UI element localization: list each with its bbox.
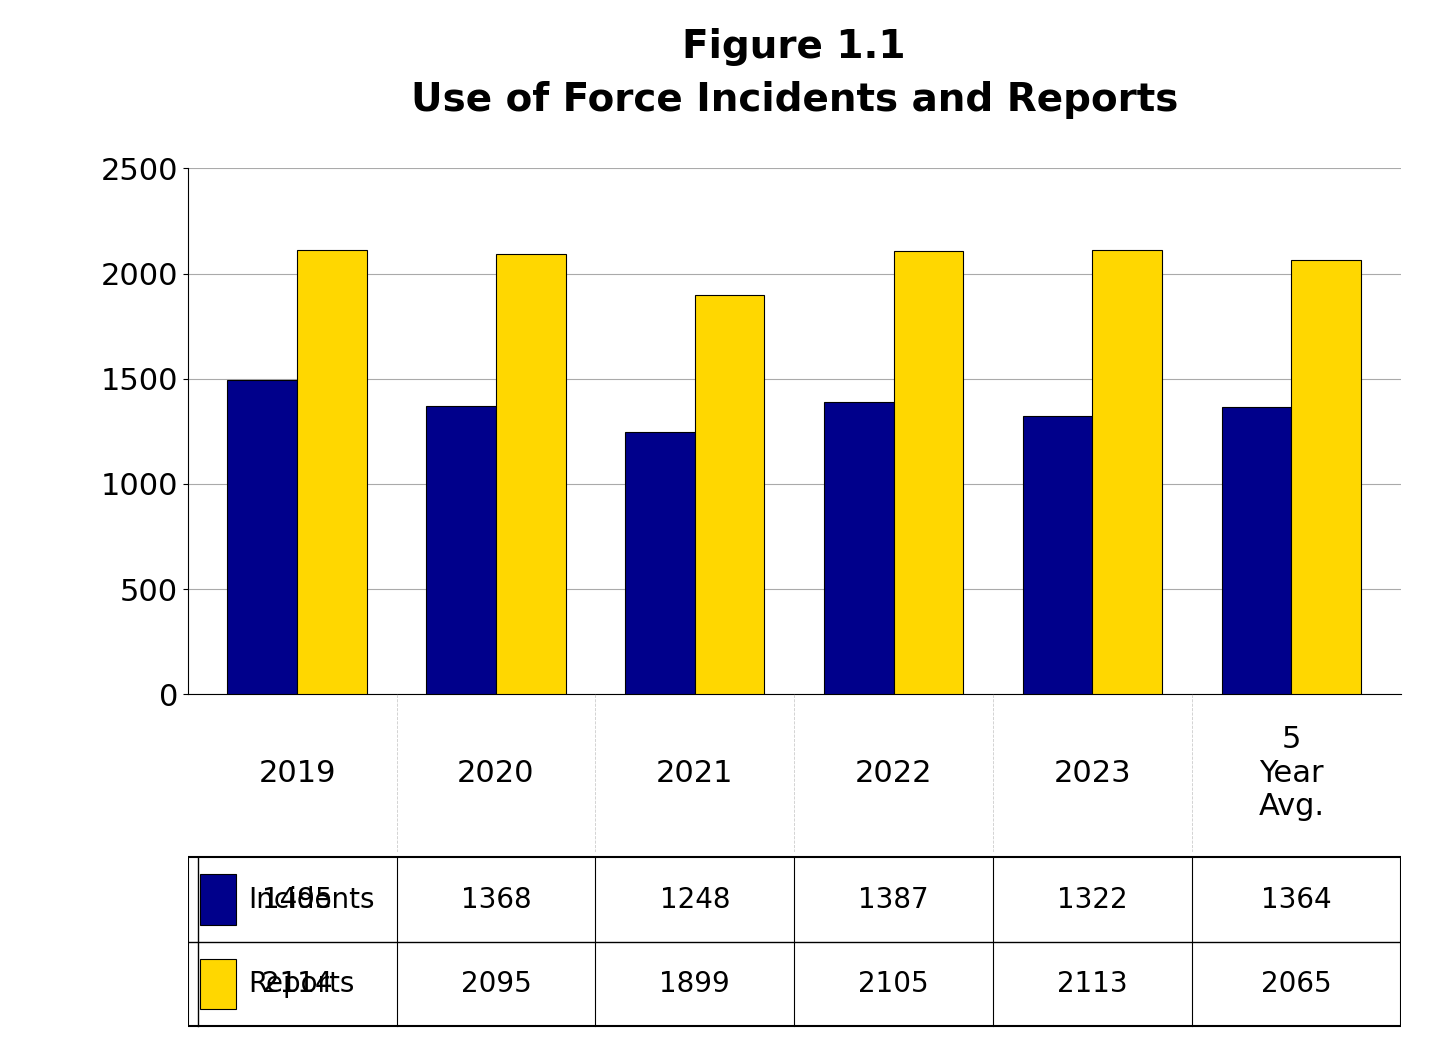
Text: Use of Force Incidents and Reports: Use of Force Incidents and Reports [410, 81, 1178, 119]
Text: 1495: 1495 [261, 886, 332, 913]
Bar [199, 958, 237, 1009]
Text: 1899: 1899 [660, 970, 731, 997]
Bar [1093, 249, 1162, 694]
Bar [625, 431, 695, 694]
Text: 2022: 2022 [855, 758, 933, 788]
Text: 1387: 1387 [858, 886, 928, 913]
Bar [894, 251, 963, 694]
Text: 5
Year
Avg.: 5 Year Avg. [1258, 725, 1324, 822]
Text: 2113: 2113 [1057, 970, 1128, 997]
Bar [695, 295, 764, 694]
Bar [1022, 417, 1093, 694]
Text: 2023: 2023 [1054, 758, 1131, 788]
Text: 1248: 1248 [660, 886, 731, 913]
Bar [825, 403, 894, 694]
Text: 2065: 2065 [1261, 970, 1331, 997]
Bar [199, 874, 237, 925]
Bar [1291, 260, 1360, 694]
Bar [495, 254, 566, 694]
Text: 2095: 2095 [461, 970, 531, 997]
Text: 2114: 2114 [261, 970, 332, 997]
Text: Incidents: Incidents [248, 886, 375, 913]
Text: Reports: Reports [248, 970, 355, 997]
Text: 1368: 1368 [461, 886, 531, 913]
Text: Figure 1.1: Figure 1.1 [683, 28, 905, 66]
Text: 1364: 1364 [1261, 886, 1331, 913]
Text: 2019: 2019 [258, 758, 336, 788]
Text: 2020: 2020 [458, 758, 534, 788]
Bar [228, 380, 297, 694]
Text: 2105: 2105 [858, 970, 928, 997]
Bar [297, 249, 367, 694]
Text: 2021: 2021 [656, 758, 734, 788]
Bar [426, 406, 495, 694]
Bar [1222, 407, 1291, 694]
Text: 1322: 1322 [1057, 886, 1128, 913]
